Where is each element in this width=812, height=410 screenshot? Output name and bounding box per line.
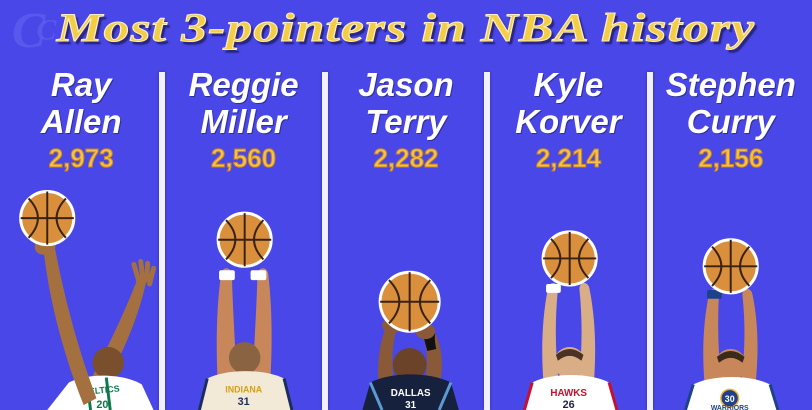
svg-text:INDIANA: INDIANA <box>226 384 263 394</box>
svg-text:30: 30 <box>724 394 734 404</box>
svg-text:WARRIORS: WARRIORS <box>710 405 748 410</box>
svg-text:26: 26 <box>563 399 575 410</box>
svg-text:31: 31 <box>238 396 250 408</box>
svg-text:HAWKS: HAWKS <box>551 388 588 399</box>
svg-text:31: 31 <box>405 400 416 410</box>
svg-text:DALLAS: DALLAS <box>390 388 430 399</box>
svg-text:20: 20 <box>96 399 108 410</box>
